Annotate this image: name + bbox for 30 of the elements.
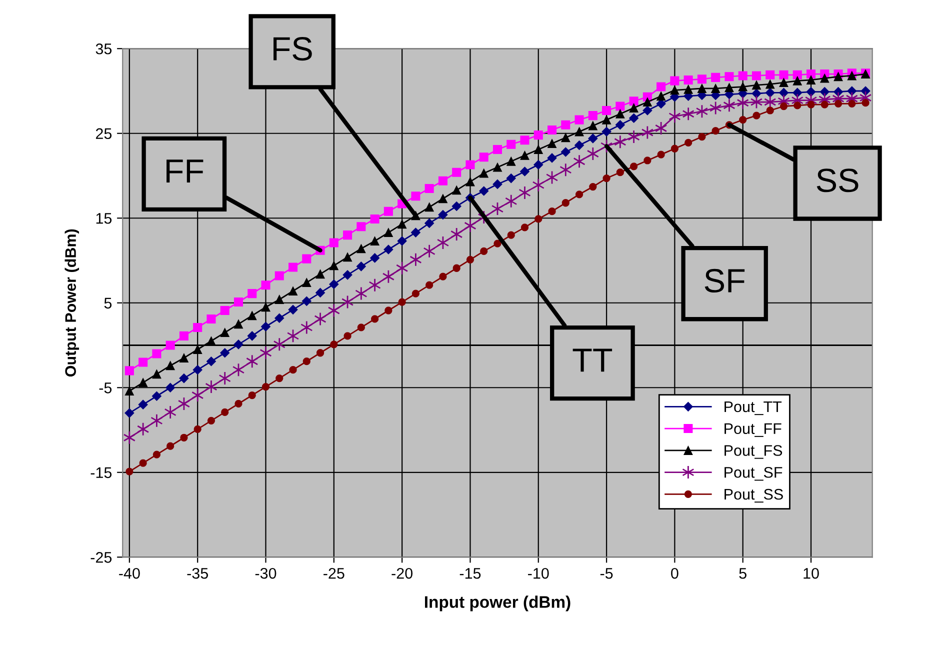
annotation: SF bbox=[704, 268, 745, 293]
y-tick-label: 25 bbox=[96, 128, 112, 140]
legend-label: Pout_TT bbox=[724, 402, 782, 416]
y-tick-label: 15 bbox=[96, 213, 112, 224]
x-tick-label: -15 bbox=[460, 568, 481, 579]
annotation: SS bbox=[816, 168, 858, 192]
y-tick-label: 35 bbox=[96, 43, 112, 54]
x-tick-label: -25 bbox=[324, 568, 344, 579]
x-tick-label: -5 bbox=[600, 568, 613, 579]
y-tick-label: -5 bbox=[99, 382, 112, 394]
y-tick-label: -15 bbox=[90, 467, 112, 478]
annotation: TT bbox=[572, 348, 612, 372]
x-tick-label: -30 bbox=[255, 568, 276, 579]
x-tick-label: 10 bbox=[804, 568, 819, 579]
legend-label: Pout_FS bbox=[724, 445, 782, 459]
legend-label: Pout_SF bbox=[724, 466, 782, 481]
x-tick-label: 0 bbox=[671, 568, 678, 579]
y-axis-title: Output Power (dBm) bbox=[64, 229, 80, 377]
y-tick-label: 5 bbox=[104, 298, 112, 309]
x-tick-label: -35 bbox=[187, 568, 208, 579]
legend-label: Pout_SS bbox=[724, 488, 783, 503]
x-tick-label: -20 bbox=[392, 568, 413, 579]
x-tick-label: 5 bbox=[739, 568, 746, 579]
x-tick-label: -10 bbox=[528, 568, 549, 579]
y-tick-label: -25 bbox=[90, 552, 112, 563]
x-axis-title: Input power (dBm) bbox=[425, 596, 570, 612]
annotation: FF bbox=[166, 160, 204, 183]
legend-label: Pout_FF bbox=[724, 423, 782, 437]
annotation: FS bbox=[274, 37, 312, 61]
x-tick-label: -40 bbox=[119, 568, 140, 579]
